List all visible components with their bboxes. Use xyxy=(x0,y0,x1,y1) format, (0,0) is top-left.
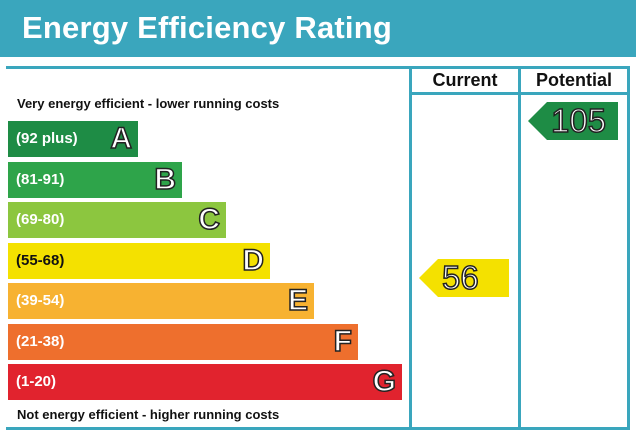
current-rating-pointer-value: 56 xyxy=(441,258,479,297)
band-letter: C xyxy=(198,202,221,237)
divider-outer xyxy=(627,66,630,430)
band-a: (92 plus) A xyxy=(8,121,138,157)
potential-rating-pointer-shape xyxy=(528,102,618,140)
header-bar: Energy Efficiency Rating xyxy=(0,0,636,57)
band-g: (1-20) G xyxy=(8,364,402,400)
band-d: (55-68) D xyxy=(8,242,270,279)
band-c: (69-80) C xyxy=(8,202,226,238)
band-range-label: (39-54) xyxy=(16,292,65,309)
page-title: Energy Efficiency Rating xyxy=(22,10,393,45)
band-letter: D xyxy=(242,243,265,278)
potential-rating-pointer: 105 xyxy=(528,101,618,140)
band-range-label: (92 plus) xyxy=(16,130,78,147)
band-range-label: (1-20) xyxy=(16,373,57,390)
band-b: (81-91) B xyxy=(8,161,182,198)
band-letter: A xyxy=(110,121,133,156)
band-range-label: (69-80) xyxy=(16,211,65,228)
divider-right xyxy=(518,66,521,430)
band-e: (39-54) E xyxy=(8,283,314,319)
band-letter: G xyxy=(372,364,397,399)
note-bottom: Not energy efficient - higher running co… xyxy=(17,407,280,422)
band-f: (21-38) F xyxy=(8,323,358,360)
note-top: Very energy efficient - lower running co… xyxy=(17,96,280,111)
band-range-label: (55-68) xyxy=(16,251,65,269)
band-letter: F xyxy=(333,324,353,359)
band-letter: E xyxy=(287,283,309,318)
current-rating-pointer-shape xyxy=(419,258,509,297)
divider-left xyxy=(409,66,412,430)
current-rating-pointer: 56 xyxy=(419,258,509,297)
band-range-label: (81-91) xyxy=(16,170,65,188)
band-letter: B xyxy=(154,162,177,197)
header-rule xyxy=(409,92,630,95)
potential-column-header: Potential xyxy=(535,70,612,90)
band-range-label: (21-38) xyxy=(16,332,65,350)
potential-rating-pointer-value: 105 xyxy=(550,101,607,140)
current-column-header: Current xyxy=(432,70,498,90)
chart-frame xyxy=(6,66,630,430)
